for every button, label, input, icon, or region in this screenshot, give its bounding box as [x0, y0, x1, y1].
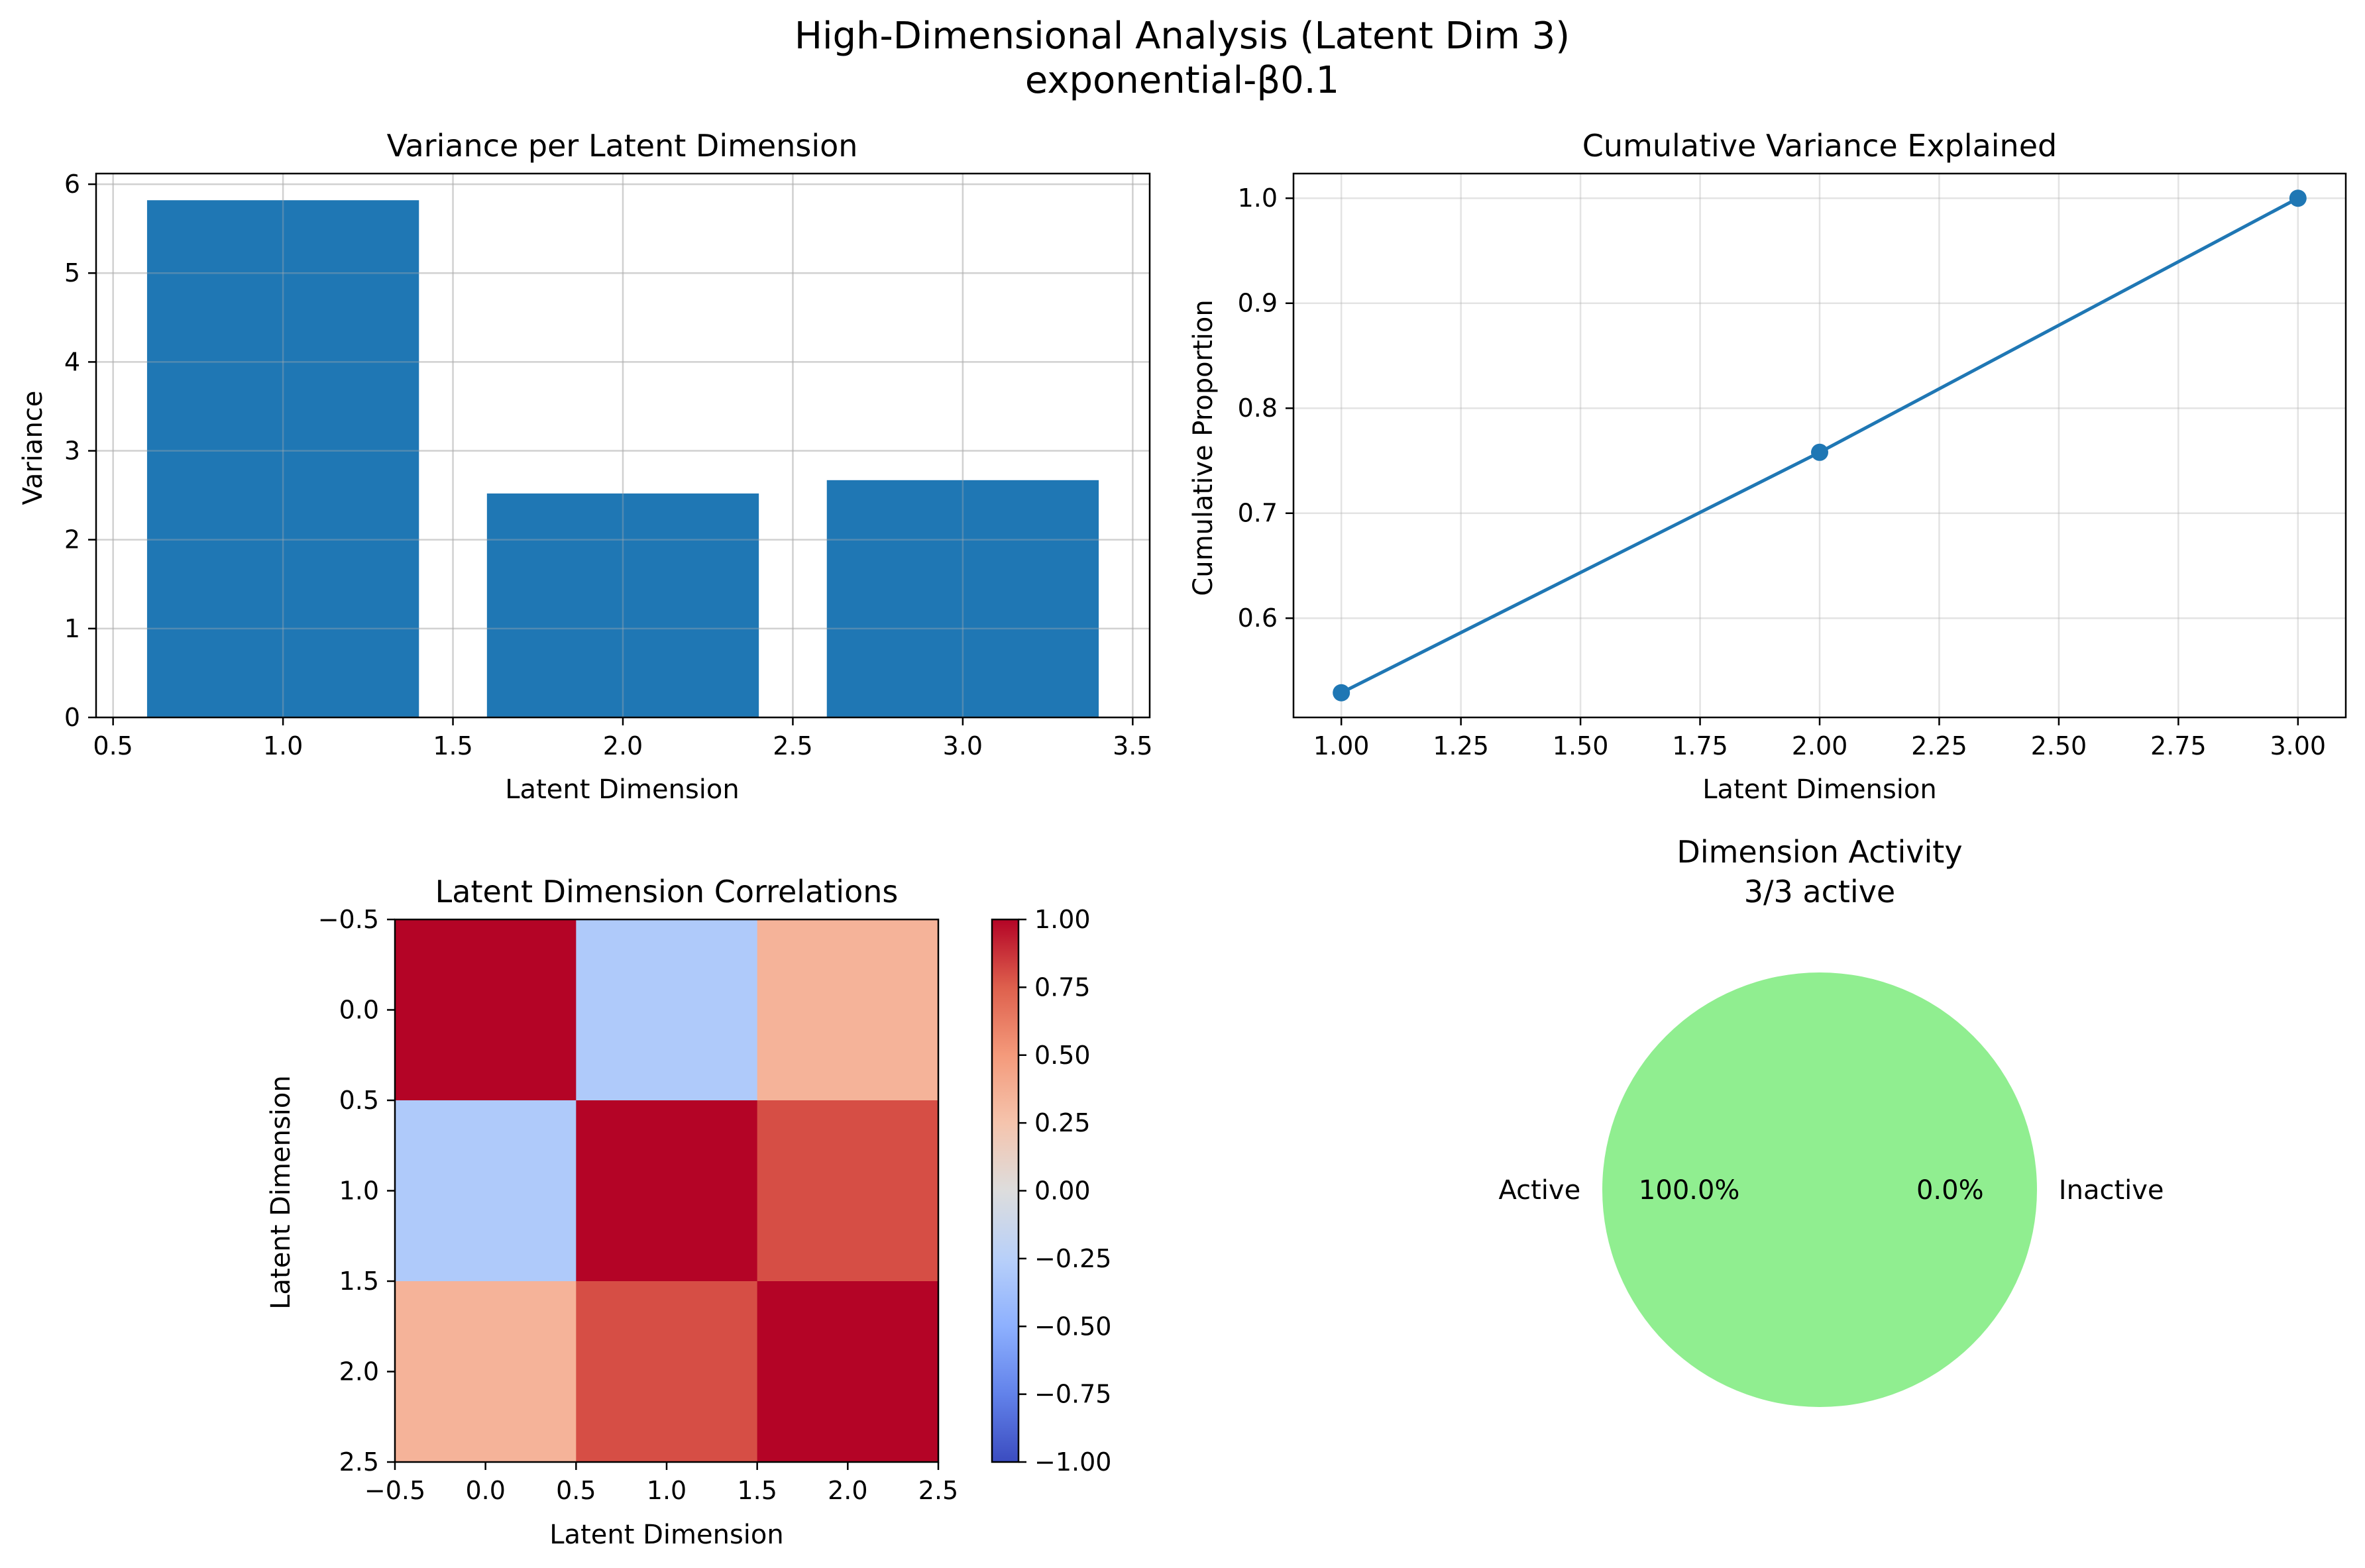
colorbar-tick-label: −0.50 [1034, 1312, 1111, 1341]
line-xtick-label: 1.25 [1433, 731, 1489, 760]
heatmap-xtick-label: 2.5 [918, 1476, 958, 1505]
bar-ytick-label: 3 [64, 437, 80, 466]
heatmap-ytick-label: 1.5 [339, 1267, 379, 1296]
dimension-activity-pie: Dimension Activity 3/3 active Active 100.… [1498, 834, 2164, 1407]
cumulative-variance-chart: Cumulative Variance Explained Latent Dim… [1188, 128, 2347, 805]
bar-ytick-label: 2 [64, 525, 80, 554]
bar [486, 493, 759, 717]
bar-ytick-label: 4 [64, 347, 80, 376]
heatmap-xtick-label: 0.5 [556, 1476, 596, 1505]
line-ytick-label: 0.6 [1238, 603, 1278, 633]
bar [146, 200, 419, 717]
heatmap-cell [395, 919, 577, 1101]
colorbar-tick-label: −0.75 [1034, 1380, 1111, 1409]
line-xtick-label: 1.00 [1313, 731, 1370, 760]
heatmap-xtick-label: 2.0 [828, 1476, 867, 1505]
cumulative-point [2289, 189, 2307, 207]
cumulative-point [1811, 443, 1828, 461]
line-xtick-label: 1.75 [1672, 731, 1728, 760]
heatmap-cell [395, 1100, 577, 1282]
colorbar [992, 919, 1018, 1462]
heatmap-cell [757, 1281, 939, 1463]
heatmap-ytick-label: 2.0 [339, 1357, 379, 1386]
line-ytick-label: 0.7 [1238, 499, 1278, 528]
bar-xtick-label: 2.5 [773, 731, 812, 760]
heatmap-ytick-label: 2.5 [339, 1447, 379, 1477]
heatmap-xtick-label: −0.5 [364, 1476, 425, 1505]
bar-chart-ylabel: Variance [18, 391, 48, 505]
line-ytick-label: 0.8 [1238, 393, 1278, 423]
line-chart-xlabel: Latent Dimension [1702, 774, 1936, 805]
heatmap-cell [576, 1281, 758, 1463]
bar-xtick-label: 1.0 [263, 731, 303, 760]
heatmap-cell [576, 1100, 758, 1282]
line-xtick-label: 2.75 [2150, 731, 2207, 760]
line-ytick-label: 0.9 [1238, 289, 1278, 318]
pie-title: Dimension Activity [1677, 834, 1962, 870]
bar [826, 480, 1099, 717]
colorbar-tick-label: 0.25 [1034, 1108, 1091, 1137]
pie-label: Active [1498, 1175, 1580, 1206]
line-xtick-label: 2.00 [1792, 731, 1848, 760]
pie-label: Inactive [2059, 1175, 2164, 1206]
heatmap-ytick-label: −0.5 [318, 905, 379, 934]
bar-xtick-label: 1.5 [433, 731, 472, 760]
figure-subtitle: exponential-β0.1 [1025, 59, 1339, 102]
bar-ytick-label: 0 [64, 703, 80, 732]
pie-pct-label: 0.0% [1916, 1175, 1984, 1206]
heatmap-xlabel: Latent Dimension [549, 1520, 783, 1550]
heatmap-xtick-label: 1.5 [737, 1476, 777, 1505]
colorbar-tick-label: 1.00 [1034, 905, 1091, 934]
pie-pct-label: 100.0% [1639, 1175, 1740, 1206]
line-chart-ylabel: Cumulative Proportion [1188, 299, 1219, 596]
variance-bar-chart: Variance per Latent Dimension Latent Dim… [18, 128, 1153, 805]
heatmap-title: Latent Dimension Correlations [435, 874, 899, 910]
heatmap-ytick-label: 0.0 [339, 996, 379, 1025]
heatmap-cell [395, 1281, 577, 1463]
line-xtick-label: 2.50 [2031, 731, 2087, 760]
pie-slice-active [1602, 972, 2037, 1407]
colorbar-tick-label: 0.50 [1034, 1041, 1091, 1070]
bar-xtick-label: 2.0 [603, 731, 643, 760]
cumulative-point [1333, 684, 1350, 702]
line-xtick-label: 3.00 [2270, 731, 2327, 760]
heatmap-cell [576, 919, 758, 1101]
figure-title: High-Dimensional Analysis (Latent Dim 3) [795, 15, 1570, 58]
line-xtick-label: 2.25 [1911, 731, 1967, 760]
heatmap-ytick-label: 0.5 [339, 1086, 379, 1115]
colorbar-tick-label: −1.00 [1034, 1447, 1111, 1477]
bar-xtick-label: 0.5 [93, 731, 133, 760]
bar-xtick-label: 3.0 [943, 731, 983, 760]
bar-ytick-label: 5 [64, 258, 80, 287]
heatmap-ytick-label: 1.0 [339, 1176, 379, 1206]
heatmap-ylabel: Latent Dimension [266, 1075, 296, 1309]
bar-ytick-label: 6 [64, 170, 80, 199]
line-xtick-label: 1.50 [1553, 731, 1609, 760]
colorbar-tick-label: −0.25 [1034, 1244, 1111, 1273]
colorbar-tick-label: 0.75 [1034, 972, 1091, 1002]
bar-chart-title: Variance per Latent Dimension [387, 128, 858, 164]
line-ytick-label: 1.0 [1238, 183, 1278, 213]
heatmap-cell [757, 919, 939, 1101]
line-chart-title: Cumulative Variance Explained [1582, 128, 2057, 164]
colorbar-tick-label: 0.00 [1034, 1176, 1091, 1206]
correlation-heatmap: Latent Dimension Correlations Latent Dim… [266, 874, 1111, 1550]
bar-ytick-label: 1 [64, 614, 80, 643]
heatmap-cell [757, 1100, 939, 1282]
bar-xtick-label: 3.5 [1113, 731, 1152, 760]
heatmap-xtick-label: 1.0 [647, 1476, 687, 1505]
bar-chart-xlabel: Latent Dimension [505, 774, 739, 805]
heatmap-xtick-label: 0.0 [465, 1476, 505, 1505]
pie-subtitle: 3/3 active [1744, 874, 1895, 910]
